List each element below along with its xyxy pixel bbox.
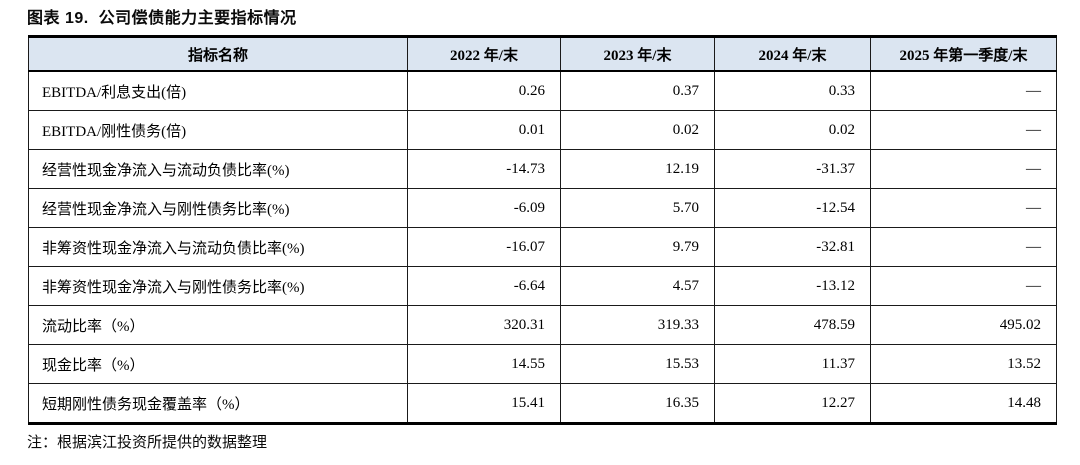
cell-value: 478.59 (714, 305, 871, 345)
table-row: 经营性现金净流入与刚性债务比率(%) -6.09 5.70 -12.54 — (28, 188, 1057, 228)
cell-value: 0.02 (714, 110, 871, 150)
cell-value: 12.19 (560, 149, 715, 189)
source-note: 注：根据滨江投资所提供的数据整理 (27, 435, 268, 451)
row-label: 经营性现金净流入与刚性债务比率(%) (28, 188, 408, 228)
cell-value: -16.07 (407, 227, 561, 267)
figure-title: 图表 19. 公司偿债能力主要指标情况 (27, 10, 297, 27)
table-row: 经营性现金净流入与流动负债比率(%) -14.73 12.19 -31.37 — (28, 149, 1057, 189)
row-label: 现金比率（%） (28, 344, 408, 384)
cell-value: 319.33 (560, 305, 715, 345)
cell-value: — (870, 149, 1057, 189)
cell-value: 0.37 (560, 70, 715, 111)
cell-value: 16.35 (560, 383, 715, 424)
cell-value: -13.12 (714, 266, 871, 306)
table-row: 非筹资性现金净流入与流动负债比率(%) -16.07 9.79 -32.81 — (28, 227, 1057, 267)
cell-value: — (870, 70, 1057, 111)
cell-value: 15.53 (560, 344, 715, 384)
cell-value: -14.73 (407, 149, 561, 189)
cell-value: 5.70 (560, 188, 715, 228)
column-header-indicator-name: 指标名称 (28, 36, 408, 72)
table-row: 非筹资性现金净流入与刚性债务比率(%) -6.64 4.57 -13.12 — (28, 266, 1057, 306)
table-row: 短期刚性债务现金覆盖率（%） 15.41 16.35 12.27 14.48 (28, 383, 1057, 424)
cell-value: 14.55 (407, 344, 561, 384)
cell-value: 12.27 (714, 383, 871, 424)
cell-value: 11.37 (714, 344, 871, 384)
table-row: EBITDA/利息支出(倍) 0.26 0.37 0.33 — (28, 70, 1057, 111)
column-header-2024: 2024 年/末 (714, 36, 871, 72)
cell-value: -6.09 (407, 188, 561, 228)
row-label: 非筹资性现金净流入与刚性债务比率(%) (28, 266, 408, 306)
cell-value: 0.33 (714, 70, 871, 111)
cell-value: — (870, 188, 1057, 228)
cell-value: -6.64 (407, 266, 561, 306)
cell-value: 15.41 (407, 383, 561, 424)
table-header-row: 指标名称 2022 年/末 2023 年/末 2024 年/末 2025 年第一… (28, 36, 1057, 72)
cell-value: -32.81 (714, 227, 871, 267)
cell-value: — (870, 266, 1057, 306)
cell-value: 13.52 (870, 344, 1057, 384)
row-label: EBITDA/利息支出(倍) (28, 70, 408, 111)
cell-value: 0.01 (407, 110, 561, 150)
cell-value: 14.48 (870, 383, 1057, 424)
row-label: 非筹资性现金净流入与流动负债比率(%) (28, 227, 408, 267)
table-row: 流动比率（%） 320.31 319.33 478.59 495.02 (28, 305, 1057, 345)
cell-value: — (870, 227, 1057, 267)
table-row: EBITDA/刚性债务(倍) 0.01 0.02 0.02 — (28, 110, 1057, 150)
cell-value: -12.54 (714, 188, 871, 228)
row-label: 短期刚性债务现金覆盖率（%） (28, 383, 408, 424)
column-header-2022: 2022 年/末 (407, 36, 561, 72)
cell-value: 0.02 (560, 110, 715, 150)
cell-value: 0.26 (407, 70, 561, 111)
cell-value: 320.31 (407, 305, 561, 345)
solvency-indicators-table: 指标名称 2022 年/末 2023 年/末 2024 年/末 2025 年第一… (28, 35, 1057, 425)
column-header-2025q1: 2025 年第一季度/末 (870, 36, 1057, 72)
cell-value: -31.37 (714, 149, 871, 189)
cell-value: 4.57 (560, 266, 715, 306)
column-header-2023: 2023 年/末 (560, 36, 715, 72)
cell-value: — (870, 110, 1057, 150)
row-label: 流动比率（%） (28, 305, 408, 345)
cell-value: 495.02 (870, 305, 1057, 345)
table-row: 现金比率（%） 14.55 15.53 11.37 13.52 (28, 344, 1057, 384)
row-label: 经营性现金净流入与流动负债比率(%) (28, 149, 408, 189)
cell-value: 9.79 (560, 227, 715, 267)
row-label: EBITDA/刚性债务(倍) (28, 110, 408, 150)
